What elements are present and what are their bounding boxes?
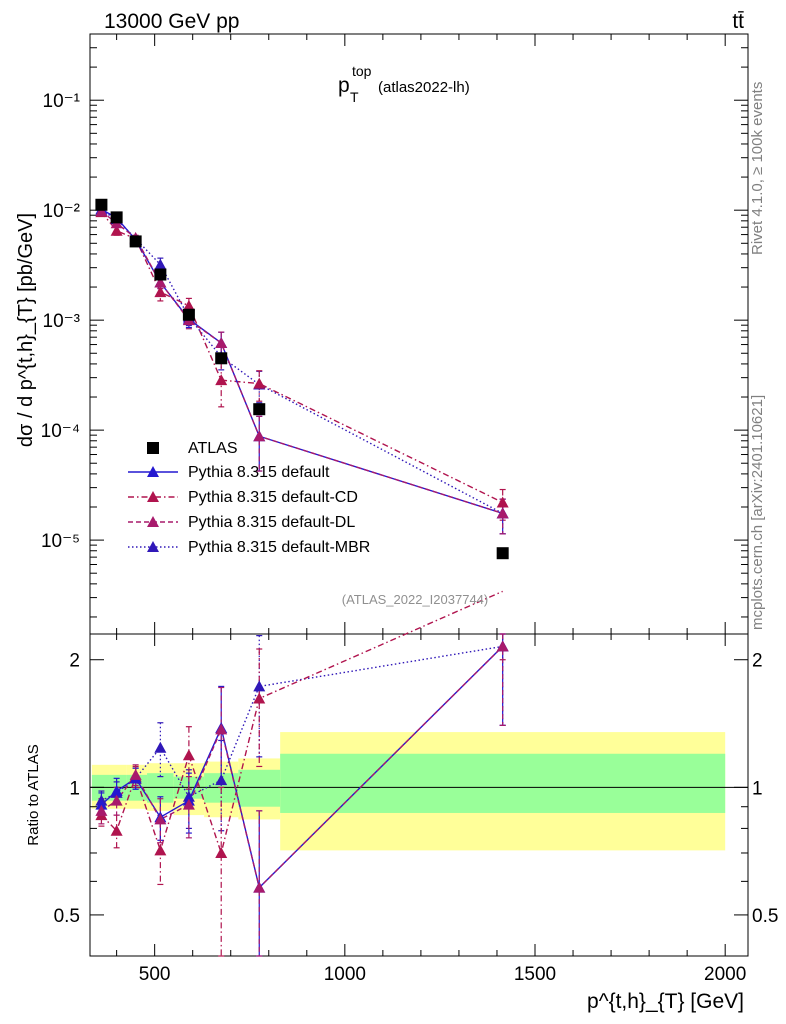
line-ratio-3	[101, 645, 503, 802]
y-tick-label-main: 10⁻⁴	[41, 421, 80, 442]
plot-title-tag: (atlas2022-lh)	[378, 79, 470, 96]
marker-main-2	[154, 276, 167, 288]
marker-ratio-3	[215, 774, 228, 786]
y-tick-label-main: 10⁻³	[43, 311, 81, 332]
data-point	[95, 198, 108, 211]
marker-main-1	[496, 496, 509, 508]
x-tick-label: 1000	[324, 964, 366, 985]
y-tick-label-ratio-right: 1	[752, 778, 763, 799]
y-tick-label-main: 10⁻⁵	[41, 531, 80, 552]
y-tick-label-main: 10⁻²	[43, 201, 81, 222]
legend-label-default: Pythia 8.315 default	[188, 464, 330, 481]
legend-data-marker	[147, 442, 159, 454]
data-point	[496, 547, 509, 560]
x-tick-label: 2000	[704, 964, 746, 985]
analysis-id: (ATLAS_2022_I2037744)	[342, 592, 488, 607]
marker-ratio-1	[253, 692, 266, 704]
legend-marker-0	[147, 466, 159, 477]
legend-marker-3	[147, 541, 159, 552]
legend-marker-2	[147, 516, 159, 527]
axis-ticks	[90, 33, 748, 957]
marker-ratio-3	[154, 741, 167, 753]
marker-main-2	[215, 336, 228, 348]
y-tick-label-main: 10⁻¹	[43, 91, 81, 112]
marker-ratio-2	[129, 768, 142, 780]
plot-title-sub: T	[350, 89, 359, 105]
y-axis-label-ratio: Ratio to ATLAS	[25, 744, 42, 845]
y-tick-label-ratio-right: 2	[752, 651, 763, 672]
marker-main-1	[110, 224, 123, 236]
line-main-1	[100, 211, 503, 504]
process-label: tt̄	[732, 10, 744, 33]
marker-ratio-0	[95, 798, 108, 810]
data-point	[154, 268, 167, 281]
x-tick-label: 500	[139, 964, 171, 985]
data-point	[129, 235, 142, 248]
marker-main-1	[215, 374, 228, 386]
marker-ratio-2	[496, 640, 509, 652]
legend-label-mbr: Pythia 8.315 default-MBR	[188, 539, 370, 556]
legend-label-cd: Pythia 8.315 default-CD	[188, 489, 358, 506]
y-tick-label-ratio-right: 0.5	[752, 906, 778, 927]
line-main-2	[100, 210, 503, 515]
line-ratio-0	[100, 645, 504, 889]
plot-title-p: p	[338, 74, 350, 97]
marker-ratio-0	[110, 785, 123, 797]
marker-main-2	[496, 507, 509, 519]
band-inner-7	[280, 753, 726, 813]
marker-ratio-1	[215, 846, 228, 858]
line-ratio-1	[100, 590, 503, 856]
data-point	[110, 211, 123, 224]
legend-marker-1	[147, 491, 159, 502]
marker-main-1	[182, 299, 195, 311]
marker-ratio-2	[182, 798, 195, 810]
y-tick-label-ratio-left: 1	[69, 778, 80, 799]
x-tick-label: 1500	[514, 964, 556, 985]
marker-main-1	[154, 286, 167, 298]
data-markers	[95, 198, 509, 893]
marker-ratio-1	[154, 844, 167, 856]
energy-label: 13000 GeV pp	[104, 10, 239, 33]
band-inner-6	[238, 769, 281, 807]
marker-ratio-3	[253, 680, 266, 692]
y-tick-label-ratio-left: 0.5	[54, 906, 80, 927]
marker-main-2	[253, 430, 266, 442]
marker-ratio-2	[154, 813, 167, 825]
legend-data-label: ATLAS	[188, 440, 238, 457]
marker-main-1	[253, 377, 266, 389]
marker-ratio-2	[95, 804, 108, 816]
rivet-version-label: Rivet 4.1.0, ≥ 100k events	[749, 82, 766, 255]
marker-ratio-1	[182, 749, 195, 761]
data-point	[253, 403, 266, 416]
y-tick-label-ratio-left: 2	[69, 651, 80, 672]
legend-label-dl: Pythia 8.315 default-DL	[188, 514, 355, 531]
data-point	[182, 308, 195, 321]
tick-labels: 500 1000 1500 2000 10⁻¹ 10⁻² 10⁻³ 10⁻⁴ 10⁻⁵ 0.5 0.…	[41, 91, 779, 985]
marker-ratio-2	[215, 723, 228, 735]
x-axis-label: p^{t,h}_{T} [GeV]	[587, 990, 744, 1013]
marker-ratio-2	[110, 794, 123, 806]
ratio-panel-frame	[89, 633, 749, 957]
marker-ratio-2	[253, 881, 266, 893]
y-axis-label-main: dσ / d p^{t,h}_{T} [pb/GeV]	[15, 213, 37, 447]
marker-main-3	[154, 258, 167, 270]
marker-ratio-1	[110, 824, 123, 836]
legend: ATLAS Pythia 8.315 default Pythia 8.315 …	[128, 440, 370, 556]
plot-title-sup: top	[352, 63, 372, 79]
mcplots-label: mcplots.cern.ch [arXiv:2401.10621]	[749, 395, 766, 630]
data-point	[215, 352, 228, 365]
